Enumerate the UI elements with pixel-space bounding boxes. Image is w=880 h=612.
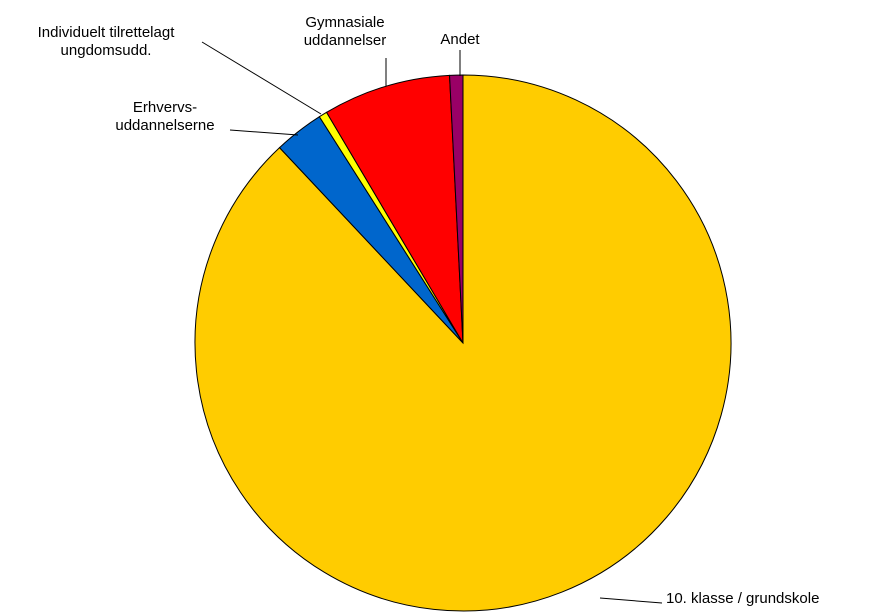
leader-line <box>599 597 663 604</box>
leader-line <box>229 129 299 136</box>
slice-label: Andet <box>440 31 480 48</box>
slice-label: Individuelt tilrettelagt ungdomsudd. <box>37 24 175 59</box>
slice-label: Erhvervs- uddannelserne <box>115 99 215 134</box>
pie-slice <box>325 74 464 344</box>
pie-slice <box>449 74 464 344</box>
leader-line <box>201 41 322 115</box>
slice-label: 10. klasse / grundskole <box>666 590 820 607</box>
slice-label: Gymnasiale uddannelser <box>303 14 387 49</box>
